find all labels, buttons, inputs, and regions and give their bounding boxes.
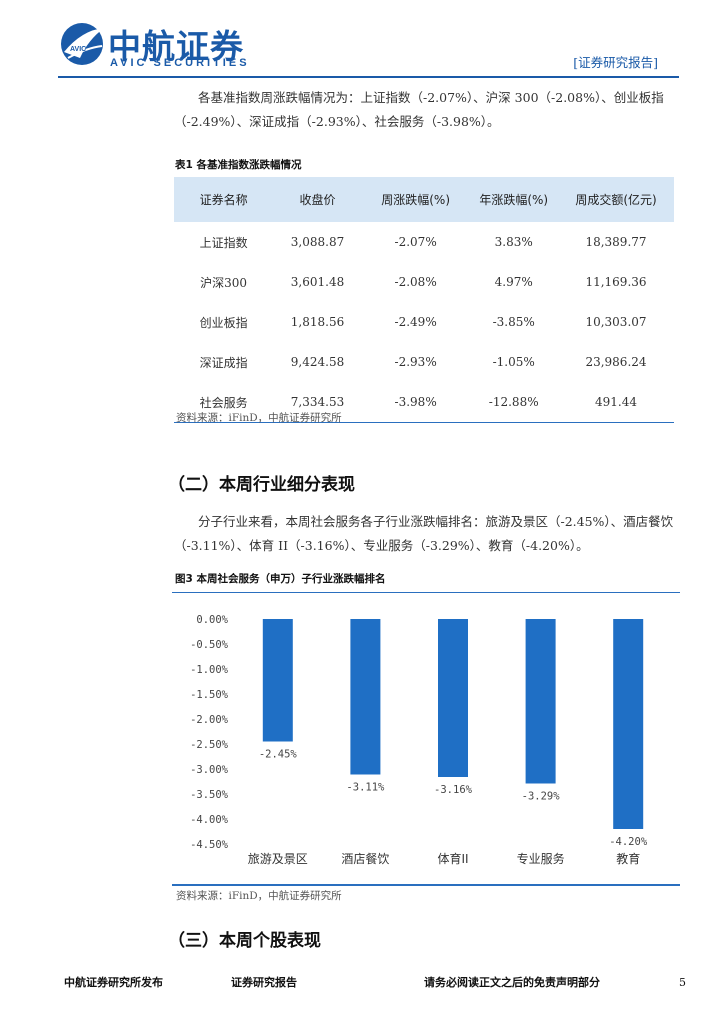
- data-label: -3.29%: [522, 791, 561, 803]
- table-cell: 7,334.53: [273, 382, 362, 423]
- logo-text: AVIC: [70, 46, 86, 53]
- table-cell: 沪深300: [200, 275, 248, 290]
- figure-source-note: 资料来源：iFinD，中航证券研究所: [176, 890, 342, 902]
- table-cell: 491.44: [558, 382, 674, 423]
- table-cell: 3.83%: [494, 235, 533, 249]
- footer-disclaimer: 请务必阅读正文之后的免责声明部分: [424, 976, 600, 989]
- y-tick-label: -4.50%: [190, 839, 229, 851]
- avic-logo: AVIC: [61, 23, 104, 65]
- bar: [262, 619, 293, 742]
- y-tick-label: -3.00%: [190, 764, 229, 776]
- x-category-label: 旅游及景区: [248, 852, 308, 866]
- table-row: 创业板指 1,818.56 -2.49% -3.85% 10,303.07: [174, 302, 674, 342]
- column-header: 周涨跌幅(%): [361, 177, 470, 222]
- table-cell: 9,424.58: [290, 355, 345, 369]
- bar: [613, 619, 644, 829]
- subindustry-summary-paragraph: 分子行业来看，本周社会服务各子行业涨跌幅排名：旅游及景区（-2.45%）、酒店餐…: [174, 514, 674, 553]
- y-tick-label: -0.50%: [190, 639, 229, 651]
- table-cell: -12.88%: [469, 382, 558, 423]
- report-type-tag: [证券研究报告]: [573, 55, 658, 70]
- brand-name-en: AVIC SECURITIES: [110, 57, 250, 69]
- table-cell: 社会服务: [174, 382, 274, 423]
- figure-top-rule: [172, 592, 680, 593]
- bar: [438, 619, 468, 777]
- table-source-note: 资料来源：iFinD，中航证券研究所: [176, 412, 342, 424]
- column-header: 证券名称: [174, 177, 274, 222]
- footer-publisher: 中航证券研究所发布: [64, 976, 163, 989]
- brand-name-cn: 中航证券: [108, 27, 244, 66]
- table-cell: 11,169.36: [585, 275, 647, 289]
- table-cell: -2.07%: [394, 235, 437, 249]
- y-tick-label: -1.00%: [190, 664, 229, 676]
- table-cell: 10,303.07: [585, 315, 647, 329]
- section-heading: （二）本周行业细分表现: [168, 475, 355, 495]
- figure-caption: 图3 本周社会服务（申万）子行业涨跌幅排名: [175, 573, 386, 585]
- y-tick-label: -2.50%: [190, 739, 229, 751]
- table-cell: 创业板指: [199, 315, 248, 330]
- table-cell: 1,818.56: [290, 315, 345, 329]
- page-number: 5: [679, 976, 686, 989]
- y-tick-label: -4.00%: [190, 814, 229, 826]
- y-tick-label: -1.50%: [190, 689, 229, 701]
- table-cell: 23,986.24: [585, 355, 647, 369]
- table-cell: 上证指数: [199, 235, 248, 250]
- x-category-label: 教育: [616, 851, 640, 866]
- subindustry-bar-chart: 0.00% -0.50% -1.00% -1.50% -2.00% -2.50% -3.00…: [190, 614, 648, 866]
- table-row: 上证指数 3,088.87 -2.07% 3.83% 18,389.77: [174, 222, 674, 262]
- table-cell: -3.98%: [361, 382, 470, 423]
- column-header: 周成交额(亿元): [558, 177, 674, 222]
- data-label: -2.45%: [259, 749, 298, 761]
- table-cell: -3.85%: [492, 315, 535, 329]
- table-header-row: 证券名称 收盘价 周涨跌幅(%) 年涨跌幅(%) 周成交额(亿元): [174, 177, 674, 222]
- bar: [350, 619, 381, 775]
- header-divider: [58, 76, 679, 78]
- y-tick-label: -2.00%: [190, 714, 229, 726]
- table-row: 社会服务 7,334.53 -3.98% -12.88% 491.44: [174, 382, 674, 423]
- index-performance-table: 证券名称 收盘价 周涨跌幅(%) 年涨跌幅(%) 周成交额(亿元) 上证指数 3…: [174, 177, 674, 423]
- column-header: 年涨跌幅(%): [469, 177, 558, 222]
- index-summary-paragraph: 各基准指数周涨跌幅情况为：上证指数（-2.07%）、沪深 300（-2.08%）…: [174, 90, 664, 129]
- column-header: 收盘价: [273, 177, 362, 222]
- x-category-label: 体育II: [437, 851, 468, 866]
- x-category-label: 酒店餐饮: [341, 851, 389, 866]
- y-tick-label: -3.50%: [190, 789, 229, 801]
- x-category-label: 专业服务: [517, 851, 565, 866]
- table-cell: -2.93%: [394, 355, 437, 369]
- data-label: -4.20%: [609, 836, 648, 848]
- table-cell: 18,389.77: [585, 235, 647, 249]
- bar: [525, 619, 556, 784]
- footer-report-type: 证券研究报告: [231, 976, 297, 989]
- table-caption: 表1 各基准指数涨跌幅情况: [175, 159, 302, 171]
- table-cell: 3,601.48: [290, 275, 345, 289]
- y-tick-label: 0.00%: [196, 614, 228, 626]
- table-row: 沪深300 3,601.48 -2.08% 4.97% 11,169.36: [174, 262, 674, 302]
- data-label: -3.11%: [346, 782, 385, 794]
- table-cell: -2.08%: [394, 275, 437, 289]
- table-cell: -2.49%: [394, 315, 437, 329]
- section-heading: （三）本周个股表现: [168, 931, 321, 951]
- table-cell: -1.05%: [492, 355, 535, 369]
- table-row: 深证成指 9,424.58 -2.93% -1.05% 23,986.24: [174, 342, 674, 382]
- data-label: -3.16%: [434, 784, 473, 796]
- table-cell: 3,088.87: [290, 235, 345, 249]
- figure-bottom-rule: [172, 884, 680, 886]
- table-cell: 4.97%: [494, 275, 533, 289]
- table-cell: 深证成指: [199, 355, 248, 370]
